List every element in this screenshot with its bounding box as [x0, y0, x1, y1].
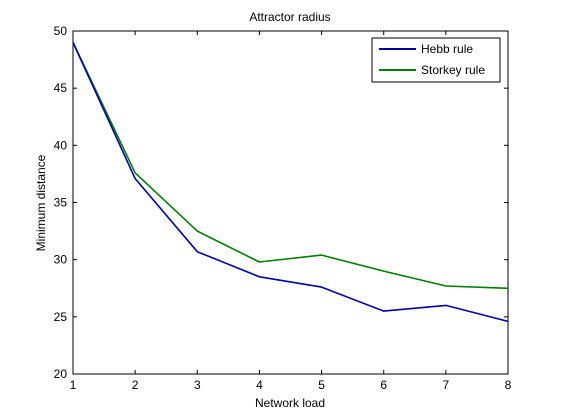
x-tick-label: 4 — [256, 378, 263, 392]
chart-title: Attractor radius — [249, 10, 330, 24]
x-tick-label: 1 — [70, 378, 77, 392]
x-tick-label: 3 — [194, 378, 201, 392]
x-tick-label: 5 — [318, 378, 325, 392]
legend-label-storkey: Storkey rule — [421, 63, 485, 77]
y-tick-label: 40 — [54, 138, 68, 152]
series-line-storkey — [72, 42, 509, 290]
legend: Hebb rule Storkey rule — [371, 37, 501, 83]
y-tick-label: 25 — [54, 310, 68, 324]
x-tick-label: 2 — [132, 378, 139, 392]
y-tick-label: 45 — [54, 81, 68, 95]
x-tick-label: 6 — [380, 378, 387, 392]
y-tick-label: 50 — [54, 24, 68, 38]
y-tick-label: 20 — [54, 367, 68, 381]
series-line-hebb — [72, 42, 509, 323]
x-tick-label: 8 — [505, 378, 512, 392]
x-tick-label: 7 — [443, 378, 450, 392]
y-tick-label: 35 — [54, 196, 68, 210]
y-axis-label: Minimum distance — [34, 154, 48, 251]
series-layer — [72, 42, 509, 323]
legend-box — [371, 37, 501, 83]
x-axis-label: Network load — [255, 396, 325, 410]
plot-area — [72, 30, 509, 375]
legend-label-hebb: Hebb rule — [421, 42, 473, 56]
y-tick-label: 30 — [54, 253, 68, 267]
